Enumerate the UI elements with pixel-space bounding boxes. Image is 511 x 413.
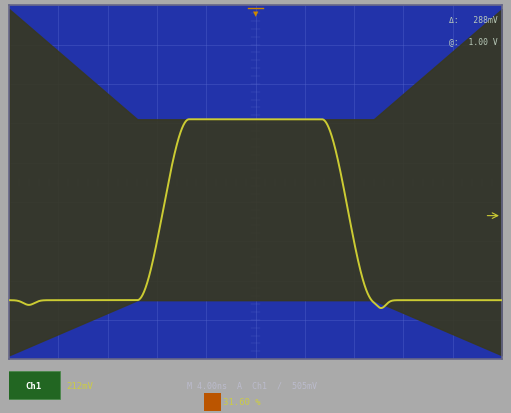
Text: Ch1: Ch1 [26,381,42,389]
FancyBboxPatch shape [204,393,221,411]
FancyBboxPatch shape [8,371,60,399]
Text: 31.60 %: 31.60 % [223,397,261,406]
Text: ▼: ▼ [253,11,258,17]
Text: M 4.00ns  A  Ch1  /  505mV: M 4.00ns A Ch1 / 505mV [187,381,316,389]
Text: Δ:   288mV: Δ: 288mV [449,16,498,25]
Text: 212mV: 212mV [66,381,92,389]
Text: @:  1.00 V: @: 1.00 V [449,37,498,46]
